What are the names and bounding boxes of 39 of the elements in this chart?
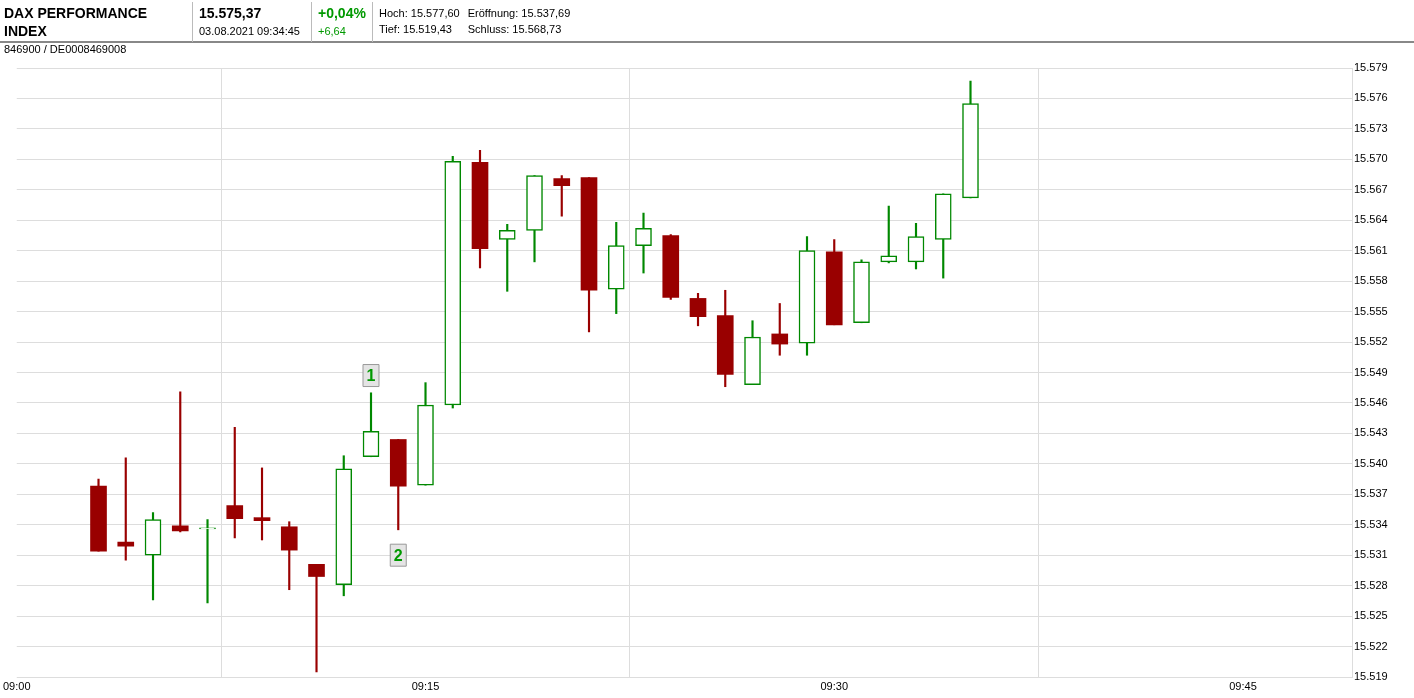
y-tick-label: 15.552: [1354, 335, 1388, 348]
chart-title: DAX PERFORMANCE INDEX: [4, 4, 149, 40]
y-tick-label: 15.531: [1354, 548, 1388, 561]
text: 15.575,37: [199, 4, 263, 22]
candlestick: [308, 564, 325, 673]
y-tick-label: 15.567: [1354, 182, 1388, 195]
text: 03.08.2021 09:34:45: [199, 24, 301, 38]
y-tick-label: 15.576: [1354, 91, 1388, 104]
y-tick-label: 15.522: [1354, 639, 1388, 652]
x-tick-label: 09:15: [411, 679, 440, 692]
y-tick-label: 15.573: [1354, 121, 1388, 134]
x-tick-label: 09:00: [3, 679, 31, 692]
y-tick-label: 15.537: [1354, 487, 1388, 500]
y-tick-label: 15.543: [1354, 426, 1388, 439]
y-tick-label: 15.558: [1354, 274, 1388, 287]
x-tick-label: 09:30: [820, 679, 849, 692]
y-tick-label: 15.519: [1354, 670, 1388, 683]
y-tick-label: 15.564: [1354, 213, 1388, 226]
y-tick-label: 15.540: [1354, 456, 1388, 469]
y-tick-label: 15.555: [1354, 304, 1388, 317]
y-tick-label: 15.570: [1354, 152, 1388, 165]
text: +0,04%: [318, 4, 367, 22]
annotation: 2: [393, 546, 403, 564]
y-tick-label: 15.561: [1354, 243, 1388, 256]
candlestick: [199, 519, 216, 604]
text: Eröffnung: 15.537,69: [467, 6, 571, 20]
y-tick-label: 15.549: [1354, 365, 1388, 378]
annotation: 1: [366, 366, 376, 384]
y-tick-label: 15.525: [1354, 609, 1388, 622]
y-tick-label: 15.546: [1354, 395, 1388, 408]
text: +6,64: [318, 24, 347, 38]
text: Hoch: 15.577,60: [379, 6, 460, 20]
y-tick-label: 15.579: [1354, 61, 1388, 74]
chart-subtitle: 846900 / DE0008469008: [4, 42, 128, 56]
text: Schluss: 15.568,73: [467, 22, 563, 36]
y-tick-label: 15.534: [1354, 517, 1388, 530]
x-tick-label: 09:45: [1229, 679, 1257, 692]
text: Tief: 15.519,43: [379, 22, 453, 36]
y-tick-label: 15.528: [1354, 578, 1388, 591]
